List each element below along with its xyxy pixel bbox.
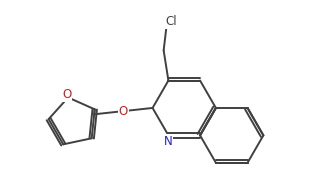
Text: Cl: Cl xyxy=(166,15,178,28)
Text: N: N xyxy=(164,135,173,148)
Text: O: O xyxy=(119,105,128,118)
Text: O: O xyxy=(62,88,71,102)
